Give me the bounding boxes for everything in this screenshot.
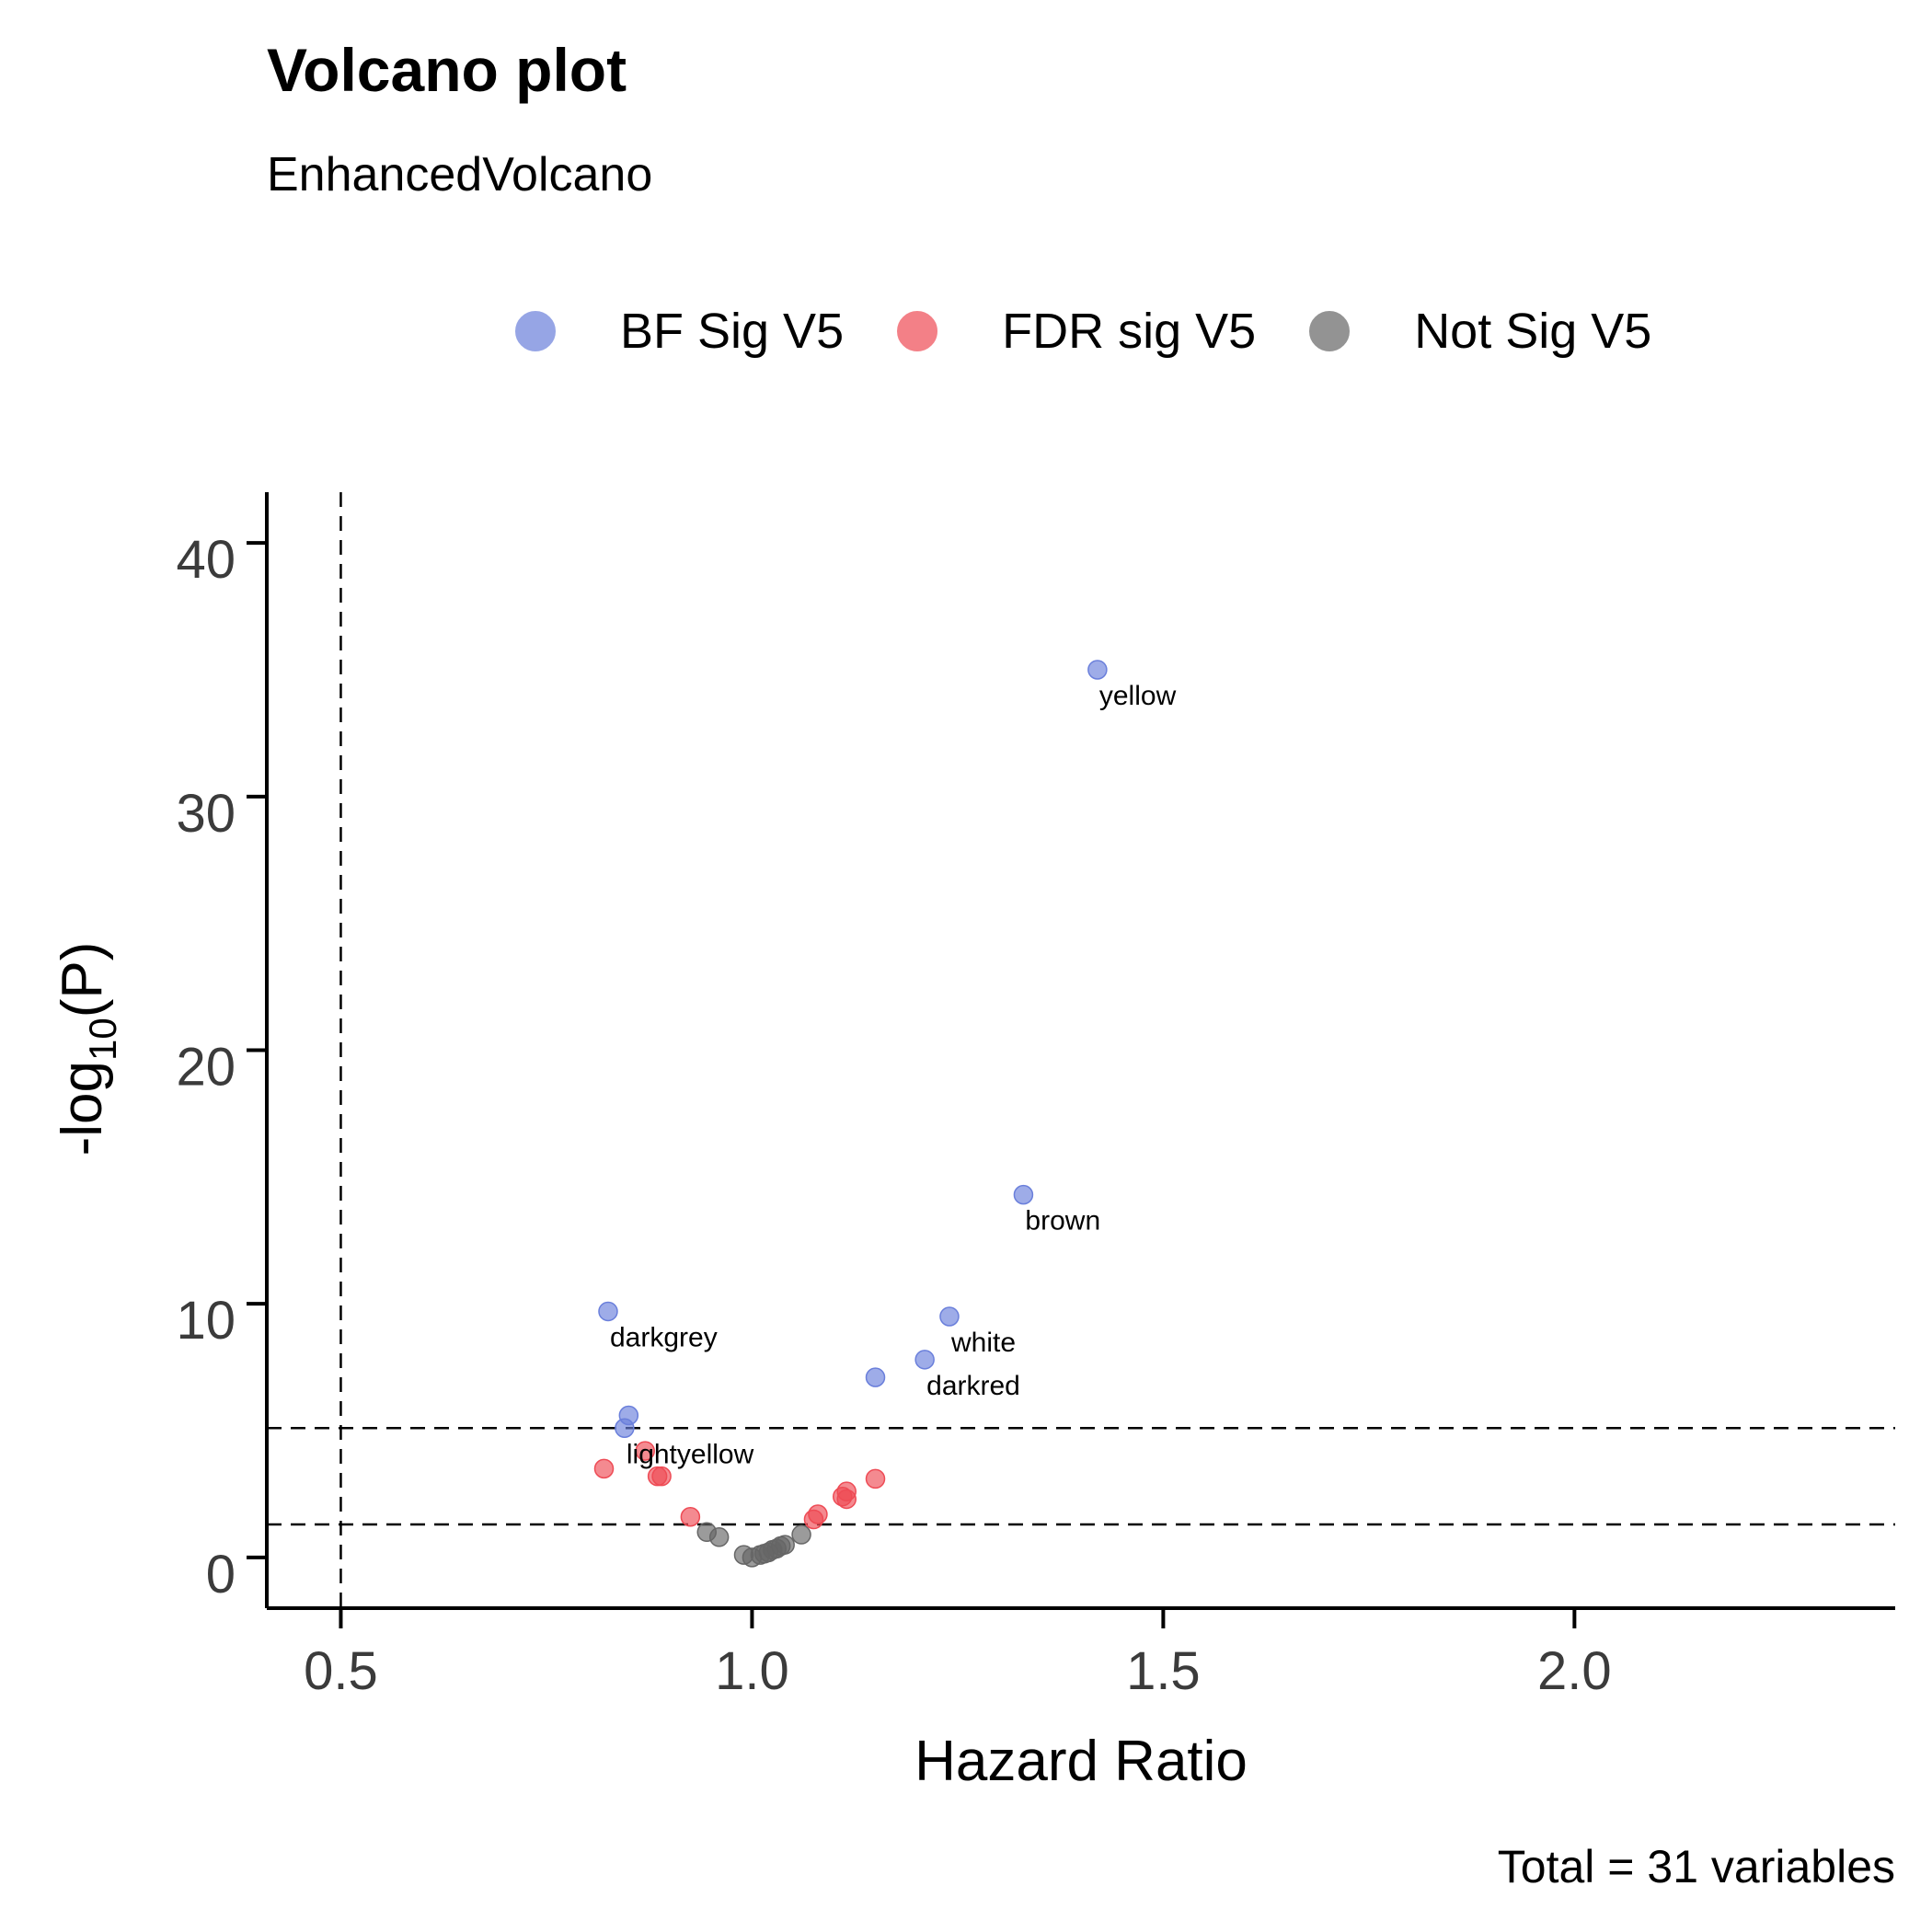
data-point <box>865 1367 886 1387</box>
chart-title: Volcano plot <box>267 36 627 104</box>
point-label: brown <box>1025 1206 1100 1236</box>
y-tick-label: 30 <box>176 784 236 844</box>
legend: BF Sig V5 FDR sig V5 Not Sig V5 <box>515 294 1705 368</box>
y-tick-label: 10 <box>176 1291 236 1351</box>
legend-label-bf-sig: BF Sig V5 <box>620 304 845 359</box>
data-point <box>708 1527 730 1547</box>
y-tick-label: 40 <box>176 530 236 590</box>
legend-label-fdr-sig: FDR sig V5 <box>1002 304 1257 359</box>
x-tick-label: 0.5 <box>304 1641 378 1701</box>
data-point <box>615 1418 635 1439</box>
data-point <box>1087 660 1108 680</box>
point-label: yellow <box>1099 681 1177 711</box>
data-point <box>750 1545 771 1565</box>
x-tick-label: 1.0 <box>715 1641 789 1701</box>
legend-item-bf-sig: BF Sig V5 <box>515 303 844 360</box>
data-point <box>939 1306 960 1327</box>
legend-swatch-fdr-sig <box>897 311 938 351</box>
legend-swatch-not-sig <box>1309 311 1351 351</box>
point-label: darkred <box>926 1371 1020 1401</box>
data-point <box>598 1301 618 1322</box>
data-point <box>593 1458 615 1479</box>
y-tick-label: 0 <box>206 1545 236 1604</box>
data-point <box>791 1524 811 1545</box>
data-point <box>635 1441 655 1461</box>
data-point <box>1013 1184 1034 1205</box>
point-label: white <box>950 1328 1016 1358</box>
y-axis-title: -log10(P) <box>51 942 124 1156</box>
legend-item-not-sig: Not Sig V5 <box>1309 303 1651 360</box>
data-point <box>836 1489 857 1510</box>
point-label: darkgrey <box>610 1322 718 1352</box>
x-tick-label: 2.0 <box>1537 1641 1612 1701</box>
data-point <box>803 1509 824 1530</box>
y-tick-label: 20 <box>176 1038 236 1098</box>
chart-subtitle: EnhancedVolcano <box>267 148 653 201</box>
data-point <box>680 1507 701 1527</box>
x-tick-label: 1.5 <box>1126 1641 1201 1701</box>
legend-item-fdr-sig: FDR sig V5 <box>897 303 1256 360</box>
caption: Total = 31 variables <box>1497 1841 1895 1892</box>
data-point <box>914 1350 935 1370</box>
legend-swatch-bf-sig <box>515 311 556 351</box>
x-axis-title: Hazard Ratio <box>914 1730 1248 1793</box>
legend-label-not-sig: Not Sig V5 <box>1414 304 1652 359</box>
data-point <box>865 1468 886 1489</box>
point-label: lightyellow <box>627 1439 754 1469</box>
data-point <box>651 1466 672 1487</box>
